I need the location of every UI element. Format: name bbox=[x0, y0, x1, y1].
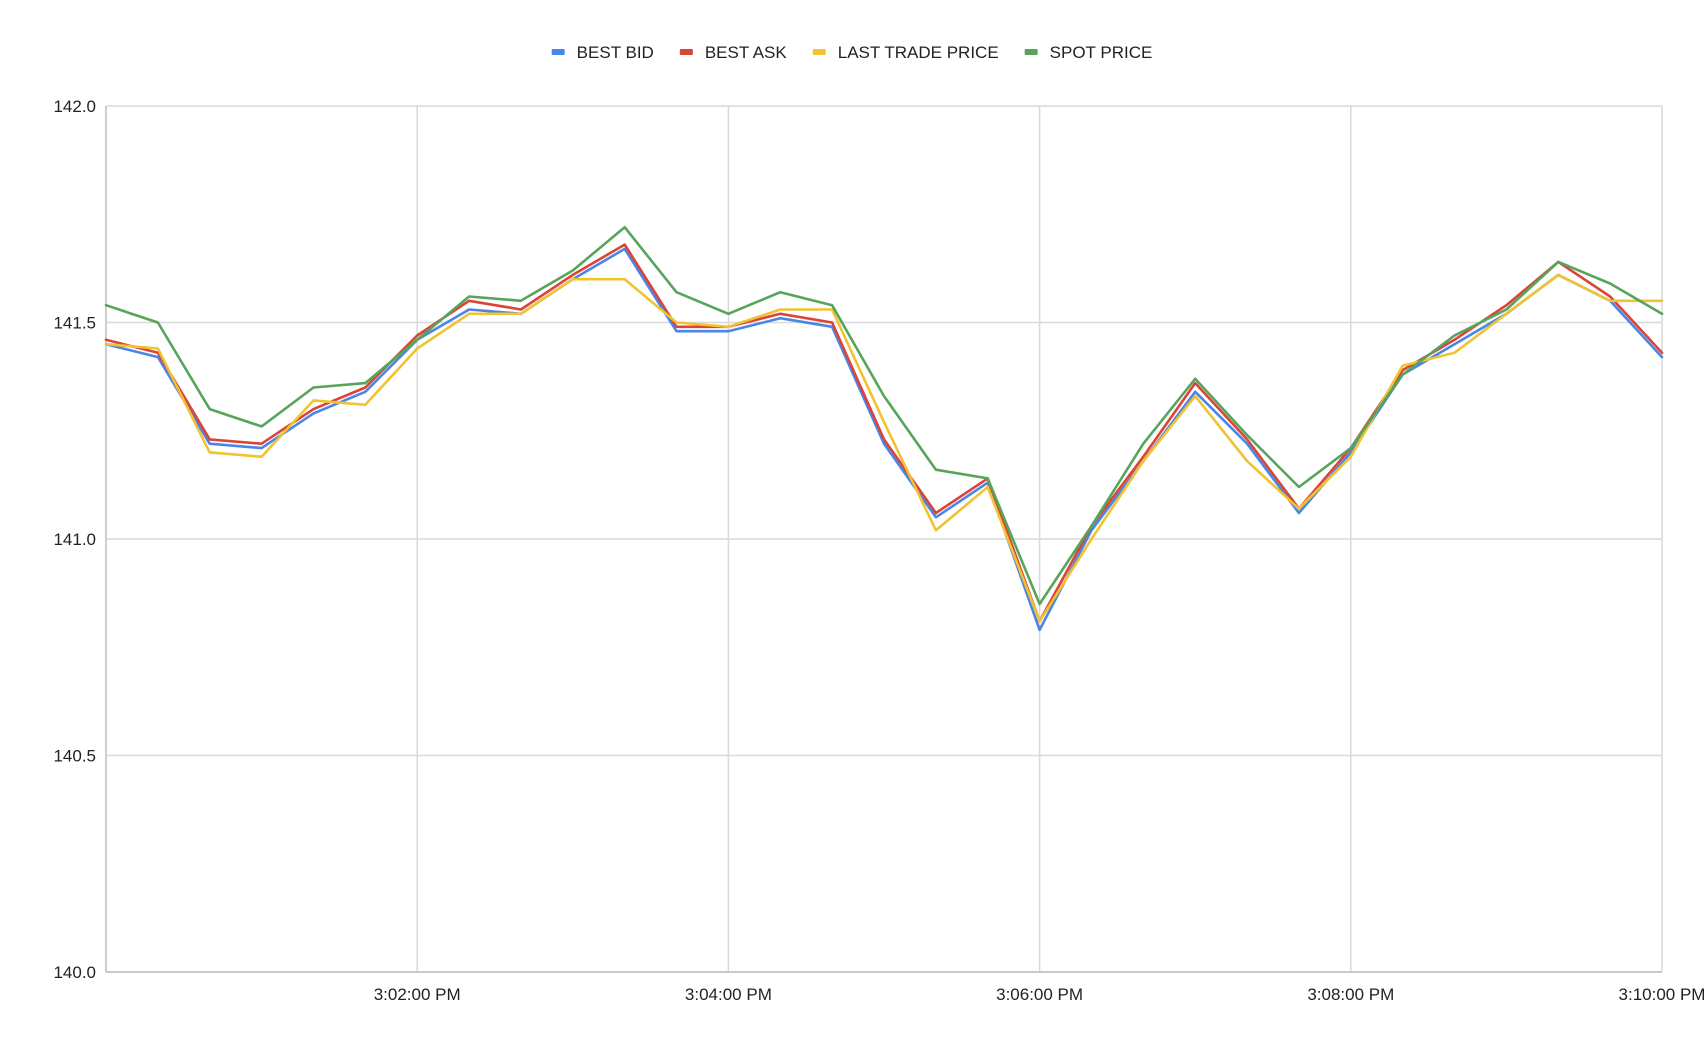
legend-item-last-trade-price[interactable]: LAST TRADE PRICE bbox=[812, 43, 999, 62]
x-tick-label: 3:02:00 PM bbox=[374, 985, 461, 1004]
legend-label: BEST BID bbox=[577, 43, 654, 62]
series-line-spot-price bbox=[104, 225, 1664, 606]
legend-swatch bbox=[679, 49, 693, 55]
grid bbox=[105, 105, 1663, 973]
legend-item-best-bid[interactable]: BEST BID bbox=[551, 43, 654, 62]
y-tick-label: 141.5 bbox=[53, 314, 96, 333]
series-lines bbox=[104, 225, 1664, 632]
legend-label: SPOT PRICE bbox=[1050, 43, 1153, 62]
legend-item-spot-price[interactable]: SPOT PRICE bbox=[1024, 43, 1153, 62]
y-axis-tick-labels: 140.0 140.5 141.0 141.5 142.0 bbox=[53, 97, 96, 982]
legend: BEST BID BEST ASK LAST TRADE PRICE SPOT PRI… bbox=[551, 43, 1153, 62]
x-tick-label: 3:08:00 PM bbox=[1307, 985, 1394, 1004]
legend-swatch bbox=[812, 49, 826, 55]
series-line-last-trade-price bbox=[104, 273, 1664, 623]
x-tick-label: 3:06:00 PM bbox=[996, 985, 1083, 1004]
y-tick-label: 140.0 bbox=[53, 963, 96, 982]
y-tick-label: 140.5 bbox=[53, 747, 96, 766]
y-tick-label: 142.0 bbox=[53, 97, 96, 116]
series-line-best-ask bbox=[104, 243, 1664, 623]
x-tick-label: 3:10:00 PM bbox=[1619, 985, 1704, 1004]
legend-item-best-ask[interactable]: BEST ASK bbox=[679, 43, 788, 62]
legend-label: LAST TRADE PRICE bbox=[838, 43, 999, 62]
x-axis-tick-labels: 3:02:00 PM 3:04:00 PM 3:06:00 PM 3:08:00 PM… bbox=[374, 985, 1704, 1004]
x-tick-label: 3:04:00 PM bbox=[685, 985, 772, 1004]
legend-swatch bbox=[551, 49, 565, 55]
legend-label: BEST ASK bbox=[705, 43, 788, 62]
y-tick-label: 141.0 bbox=[53, 530, 96, 549]
legend-swatch bbox=[1024, 49, 1038, 55]
